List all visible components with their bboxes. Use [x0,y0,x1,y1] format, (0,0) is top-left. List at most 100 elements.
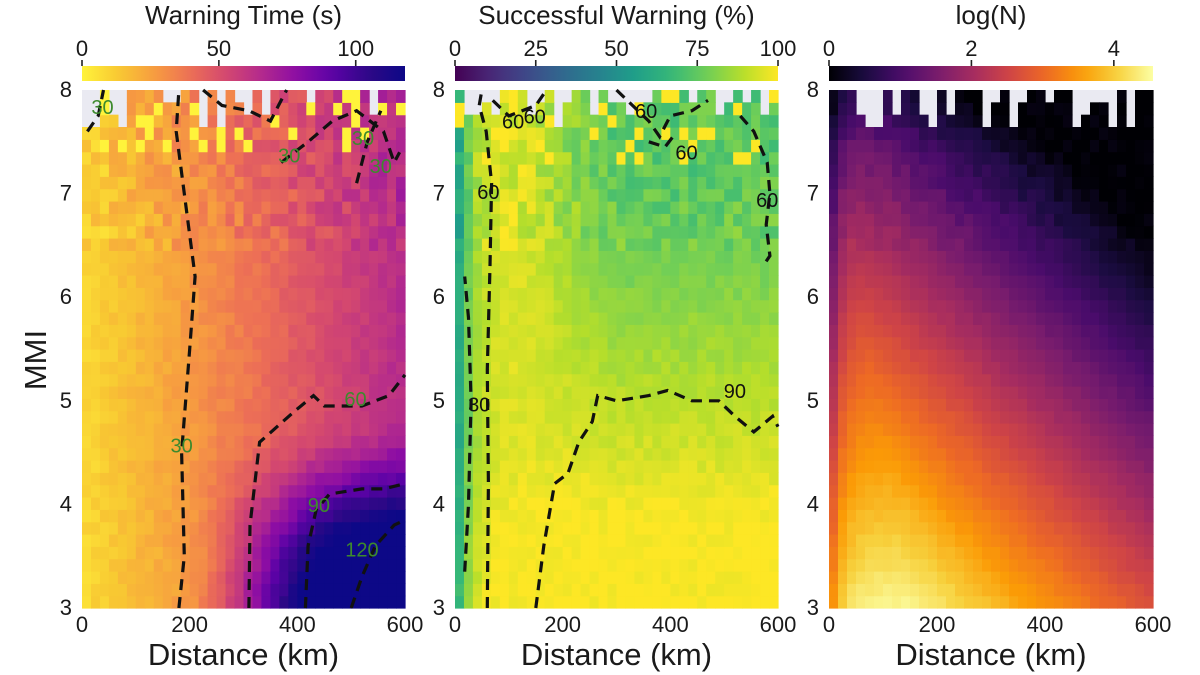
heatmap-cell [351,546,361,560]
heatmap-cell [207,90,218,103]
heatmap-cell [396,386,406,399]
heatmap-cell [1000,312,1010,325]
heatmap-cell [982,509,992,523]
heatmap-cell [216,213,227,227]
heatmap-cell [865,127,875,140]
heatmap-cell [937,275,947,288]
heatmap-cell [288,386,298,399]
heatmap-cell [724,164,734,177]
heatmap-cell [162,299,173,313]
heatmap-cell [544,349,555,362]
heatmap-cell [1009,509,1019,523]
heatmap-cell [252,497,263,510]
heatmap-cell [973,386,983,399]
heatmap-cell [742,151,752,165]
heatmap-cell [847,151,857,165]
heatmap-cell [742,373,752,387]
heatmap-cell [928,398,938,412]
heatmap-cell [625,373,636,387]
heatmap-cell [153,410,164,424]
heatmap-cell [396,447,406,461]
heatmap-cell [526,435,537,449]
heatmap-cell [1126,299,1136,313]
heatmap-cell [652,410,662,424]
heatmap-cell [544,102,555,116]
heatmap-cell [706,312,716,325]
heatmap-cell [1117,460,1127,473]
heatmap-cell [733,447,743,461]
heatmap-cell [234,484,245,498]
heatmap-cell [333,176,343,190]
heatmap-cell [562,238,573,251]
heatmap-cell [99,595,110,609]
heatmap-cell [508,534,519,547]
heatmap-cell [706,410,716,424]
heatmap-cell [351,139,361,153]
heatmap-cell [455,410,465,424]
contour-label: 30 [370,156,392,178]
heatmap-cell [964,324,974,338]
heatmap-cell [153,324,164,338]
heatmap-cell [616,275,627,288]
heatmap-cell [706,546,716,560]
heatmap-cell [1081,361,1091,375]
heatmap-cell [252,151,263,165]
heatmap-cell [261,534,272,547]
heatmap-cell [1099,521,1109,535]
heatmap-cell [1117,312,1127,325]
heatmap-cell [928,546,938,560]
heatmap-cell [571,188,582,202]
heatmap-cell [598,262,609,276]
heatmap-cell [553,410,564,424]
heatmap-cell [1099,484,1109,498]
heatmap-cell [108,250,119,264]
colorbar-tick-label: 50 [604,36,628,61]
heatmap-cell [387,386,397,399]
heatmap-cell [455,509,465,523]
heatmap-cell [973,299,983,313]
heatmap-cell [1081,521,1091,535]
heatmap-cell [598,509,609,523]
heatmap-cell [874,546,884,560]
heatmap-cell [838,583,848,597]
heatmap-cell [288,435,298,449]
heatmap-cell [679,225,689,239]
y-tick-label: 6 [433,284,445,309]
heatmap-cell [351,361,361,375]
heatmap-cell [396,534,406,547]
heatmap-cell [964,386,974,399]
heatmap-cell [733,484,743,498]
heatmap-cell [207,484,218,498]
heatmap-cell [472,287,483,301]
heatmap-cell [697,571,707,584]
heatmap-cell [760,435,770,449]
heatmap-cell [598,188,609,202]
heatmap-cell [982,312,992,325]
heatmap-cell [697,324,707,338]
heatmap-cell [1018,423,1028,436]
heatmap-cell [499,238,510,251]
heatmap-cell [733,262,743,276]
heatmap-cell [751,546,761,560]
heatmap-cell [589,164,600,177]
heatmap-cell [937,299,947,313]
heatmap-cell [769,447,779,461]
heatmap-cell [1144,521,1154,535]
heatmap-cell [99,102,110,116]
heatmap-cell [1063,571,1073,584]
heatmap-cell [481,423,492,436]
heatmap-cell [553,361,564,375]
heatmap-cell [171,312,182,325]
heatmap-cell [616,201,627,214]
heatmap-cell [856,250,866,264]
heatmap-cell [742,312,752,325]
heatmap-cell [679,558,689,572]
heatmap-cell [1144,287,1154,301]
heatmap-cell [865,139,875,153]
heatmap-cell [883,534,893,547]
heatmap-cell [463,423,474,436]
heatmap-cell [643,546,653,560]
heatmap-cell [387,299,397,313]
heatmap-cell [580,546,591,560]
